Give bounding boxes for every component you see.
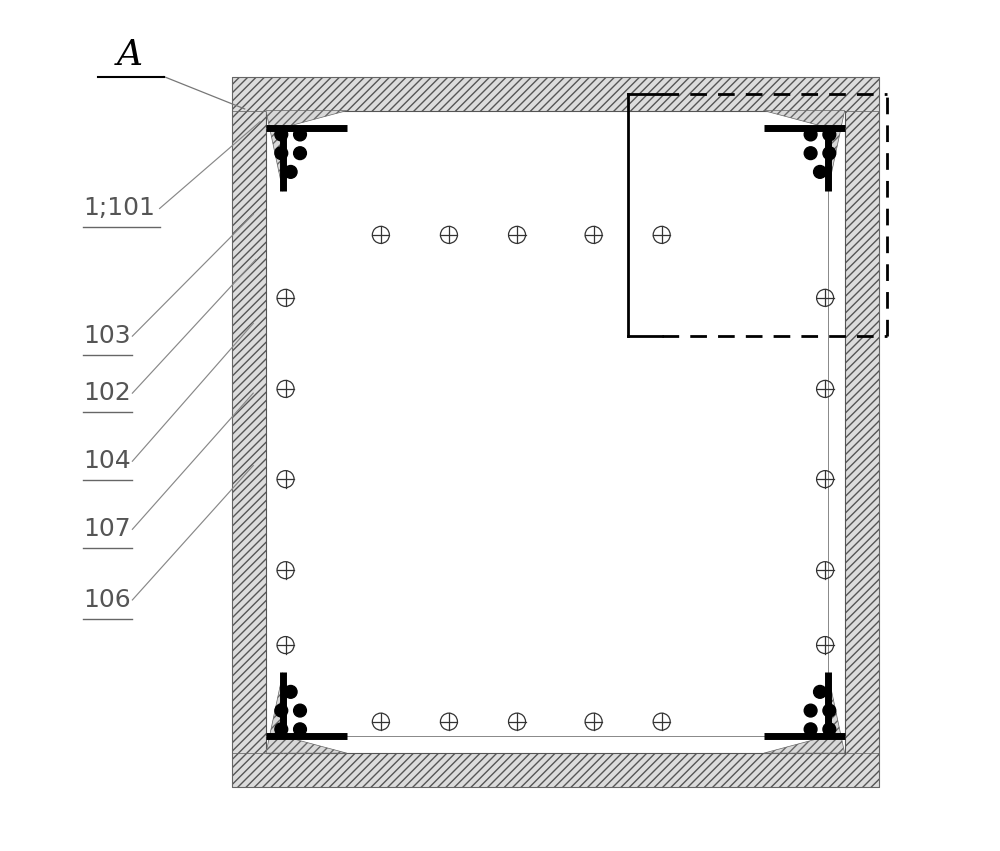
Circle shape <box>294 147 306 160</box>
Text: 107: 107 <box>83 517 131 541</box>
Bar <box>266 111 845 753</box>
Circle shape <box>284 686 297 698</box>
Polygon shape <box>266 672 347 753</box>
Circle shape <box>294 705 306 717</box>
Circle shape <box>275 705 288 717</box>
Circle shape <box>814 165 826 179</box>
Text: A: A <box>117 38 143 72</box>
Bar <box>232 77 879 787</box>
Bar <box>845 111 879 753</box>
Text: 104: 104 <box>83 449 131 473</box>
Circle shape <box>294 723 306 735</box>
Circle shape <box>294 128 306 141</box>
Bar <box>232 77 879 111</box>
Bar <box>232 111 266 753</box>
Text: 106: 106 <box>83 588 131 612</box>
Circle shape <box>804 705 817 717</box>
Circle shape <box>804 723 817 735</box>
Circle shape <box>275 147 288 160</box>
Bar <box>232 753 879 787</box>
Text: 102: 102 <box>83 381 131 405</box>
Circle shape <box>275 723 288 735</box>
Circle shape <box>823 723 836 735</box>
Bar <box>232 77 879 787</box>
Text: 1;101: 1;101 <box>83 197 155 220</box>
Circle shape <box>823 705 836 717</box>
Text: 103: 103 <box>83 324 131 348</box>
Circle shape <box>823 147 836 160</box>
Circle shape <box>804 147 817 160</box>
Circle shape <box>814 686 826 698</box>
Circle shape <box>804 128 817 141</box>
Bar <box>283 128 828 736</box>
Polygon shape <box>764 672 845 753</box>
Polygon shape <box>266 111 347 191</box>
Circle shape <box>823 128 836 141</box>
Circle shape <box>284 165 297 179</box>
Circle shape <box>275 128 288 141</box>
Polygon shape <box>764 111 845 191</box>
